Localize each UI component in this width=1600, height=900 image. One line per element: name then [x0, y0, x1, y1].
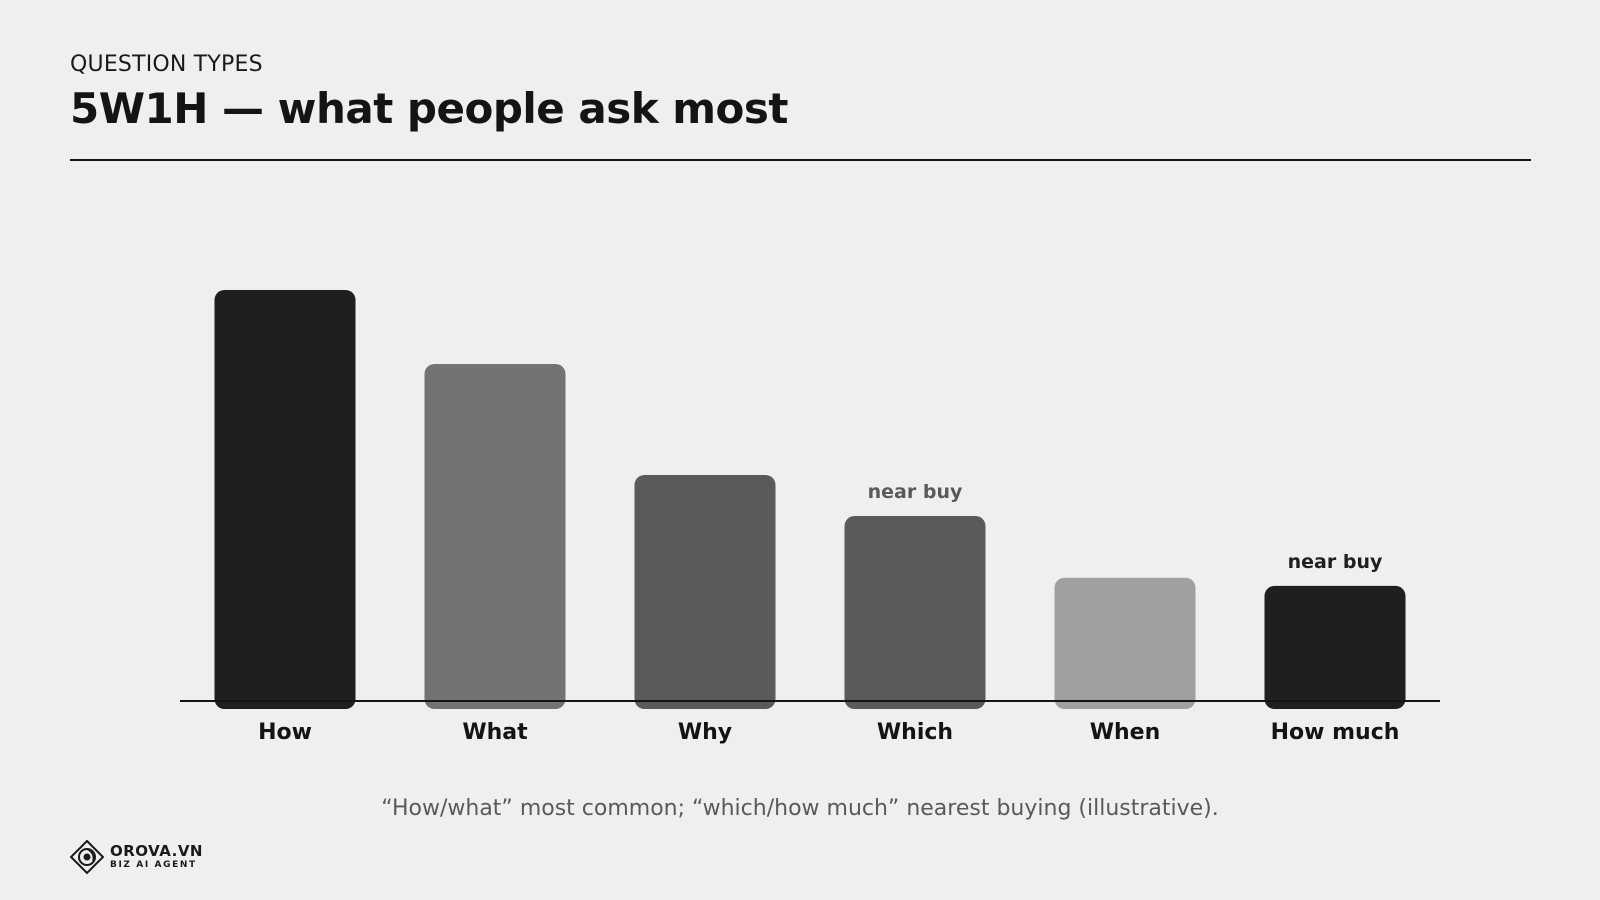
bar-which [844, 516, 986, 709]
bar-what [424, 363, 566, 709]
x-tick-label-how-much: How much [1271, 720, 1400, 745]
bar-when [1054, 577, 1196, 709]
annotation-how-much: near buy [1288, 551, 1383, 573]
x-tick-label-what: What [462, 720, 528, 745]
x-tick-label-why: Why [678, 720, 732, 745]
x-tick-label-when: When [1090, 720, 1161, 745]
eyebrow-label: QUESTION TYPES [70, 52, 263, 77]
bar-how-much [1264, 585, 1406, 709]
page-title: 5W1H — what people ask most [70, 84, 788, 133]
logo-name: OROVA.VN [110, 842, 203, 860]
bar-why [634, 474, 776, 709]
x-tick-label-which: Which [877, 720, 953, 745]
header-divider [70, 159, 1531, 161]
annotation-which: near buy [868, 481, 963, 503]
x-tick-label-how: How [258, 720, 312, 745]
orova-logo-icon [70, 840, 104, 874]
brand-logo: OROVA.VN BIZ AI AGENT [70, 840, 203, 874]
bar-how [214, 290, 356, 709]
chart-caption: “How/what” most common; “which/how much”… [381, 796, 1219, 821]
logo-tagline: BIZ AI AGENT [110, 860, 197, 870]
